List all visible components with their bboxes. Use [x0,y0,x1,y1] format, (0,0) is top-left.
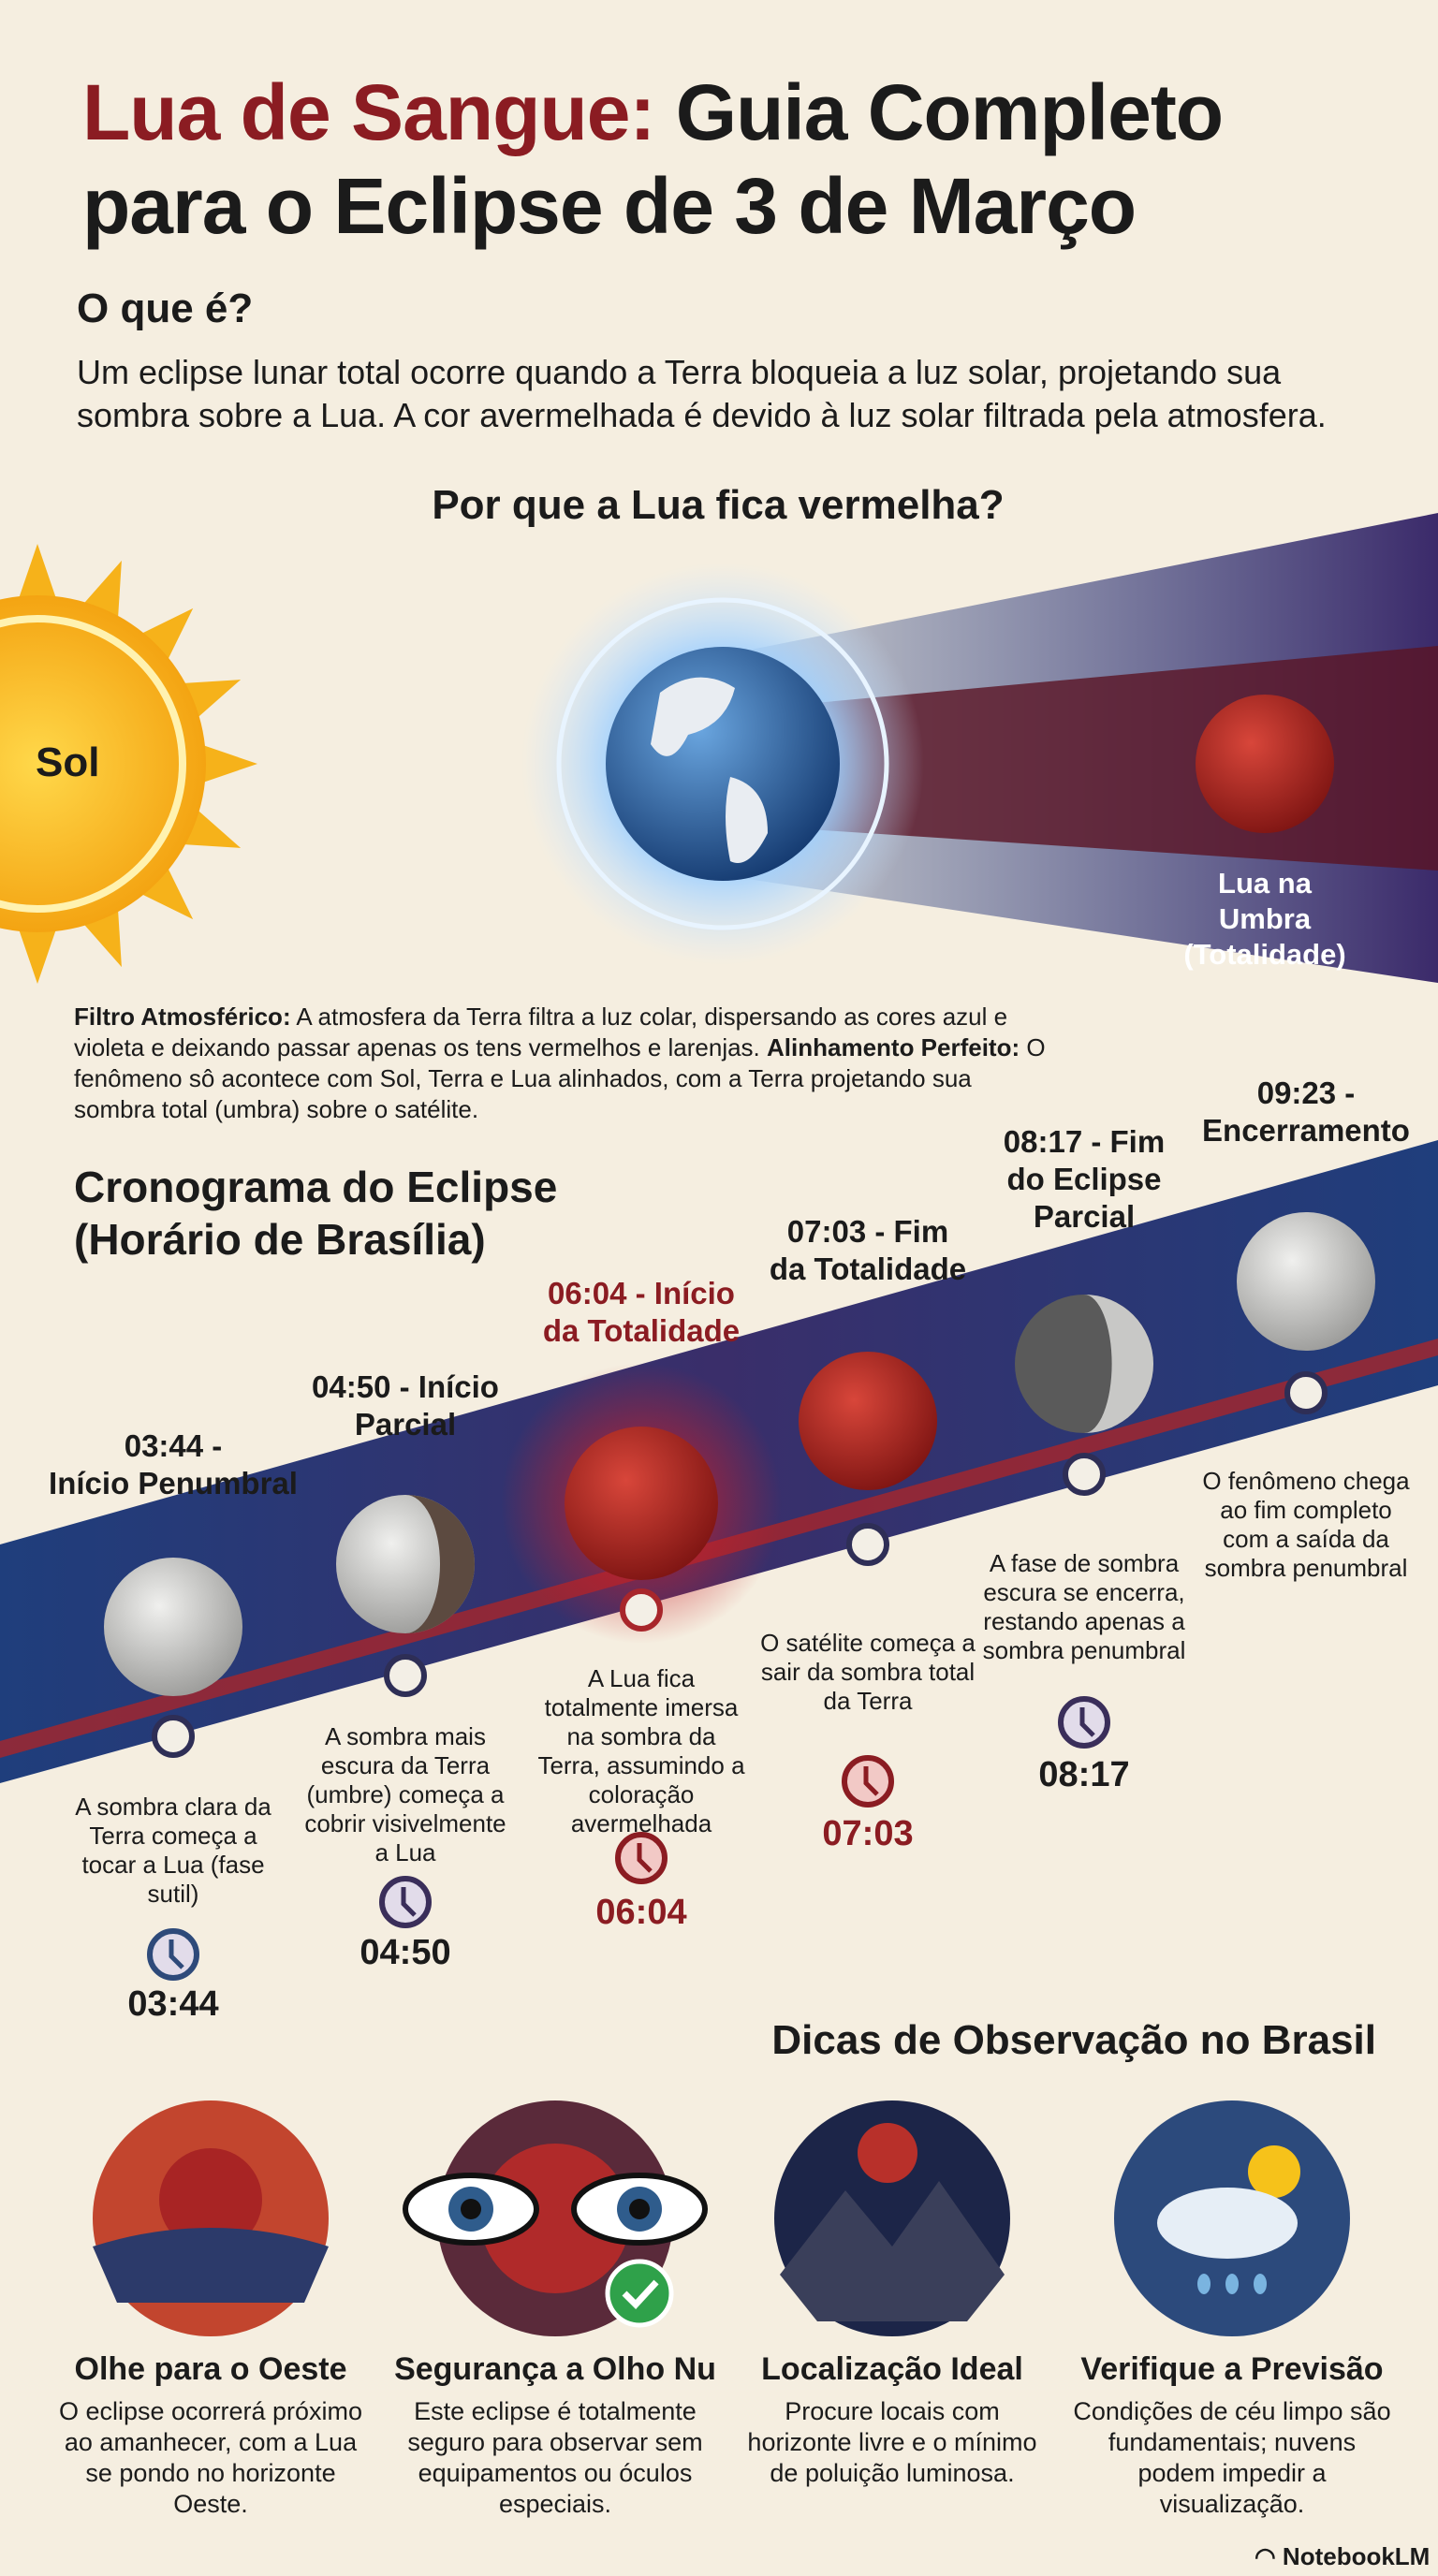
tip-description: Condições de céu limpo são fundamentais;… [1073,2397,1391,2518]
why-red-heading: Por que a Lua fica vermelha? [432,482,1005,528]
event-description: A fase de sombra escura se encerra, rest… [982,1549,1186,1664]
sun-ray [199,744,257,783]
event-description: A Lua fica totalmente imersa na sombra d… [537,1664,745,1837]
timeline-dot [152,1715,195,1758]
page-title: Lua de Sangue: Guia Completo para o Ecli… [82,68,1224,250]
event-title: 07:03 - Fim da Totalidade [769,1214,967,1286]
event-title: 06:04 - Início da Totalidade [542,1276,741,1348]
timeline-dot [1284,1371,1328,1414]
tip-title: Localização Ideal [761,2351,1023,2387]
event-time: 08:17 [1038,1755,1130,1794]
sun-ray [139,607,194,663]
event-description: A sombra clara da Terra começa a tocar a… [75,1793,271,1908]
notebooklm-logo: ◠ NotebookLM [1255,2542,1431,2570]
event-description: A sombra mais escura da Terra (umbre) co… [304,1722,506,1866]
event-title: 09:23 - Encerramento [1202,1076,1410,1148]
event-time: 06:04 [595,1893,687,1932]
moon-full-grey-icon [104,1558,242,1696]
moon-full-white-icon [1237,1212,1375,1351]
event-time: 03:44 [127,1984,219,2024]
moon-blood-exit-icon [799,1352,937,1490]
event-title: 08:17 - Fim do Eclipse Parcial [1003,1124,1166,1234]
timeline-dot [846,1523,889,1566]
timeline-dot [620,1588,663,1632]
moon-blood-icon [565,1427,718,1580]
tip-title: Verifique a Previsão [1080,2351,1384,2387]
event-time: 07:03 [822,1814,914,1853]
what-is-heading: O que é? [77,285,254,331]
sun-ray [18,544,57,602]
sun-ray [18,926,57,984]
sun-icon [0,544,257,984]
lit-part [1084,1295,1153,1433]
tip-title: Olhe para o Oeste [74,2351,347,2387]
tip-description: Este eclipse é totalmente seguro para ob… [407,2397,703,2518]
check-icon [605,2259,674,2328]
event-description: O fenômeno chega ao fim completo com a s… [1202,1467,1410,1582]
sun-label: Sol [36,739,100,785]
tip-description: Procure locais com horizonte livre e o m… [747,2397,1037,2487]
tips-heading: Dicas de Observação no Brasil [771,2017,1376,2063]
event-description: O satélite começa a sair da sombra total… [760,1629,976,1715]
tip-description: O eclipse ocorrerá próximo ao amanhecer,… [58,2397,363,2518]
event-title: 04:50 - Início Parcial [312,1369,499,1442]
event-time: 04:50 [360,1933,451,1972]
what-is-text: Um eclipse lunar total ocorre quando a T… [77,353,1327,434]
umbra-shade [405,1495,475,1633]
timeline-heading: Cronograma do Eclipse (Horário de Brasíl… [74,1163,558,1264]
event-title: 03:44 - Início Penumbral [49,1428,298,1500]
tip-title: Segurança a Olho Nu [394,2351,716,2387]
blood-moon-icon [1196,695,1334,833]
timeline-dot [1063,1453,1106,1496]
timeline-dot [384,1654,427,1697]
sun-ray [139,865,194,920]
explanation-text: Filtro Atmosférico: A atmosfera da Terra… [74,1003,1046,1123]
moon-umbra-label: Lua na Umbra (Totalidade) [1183,867,1346,971]
